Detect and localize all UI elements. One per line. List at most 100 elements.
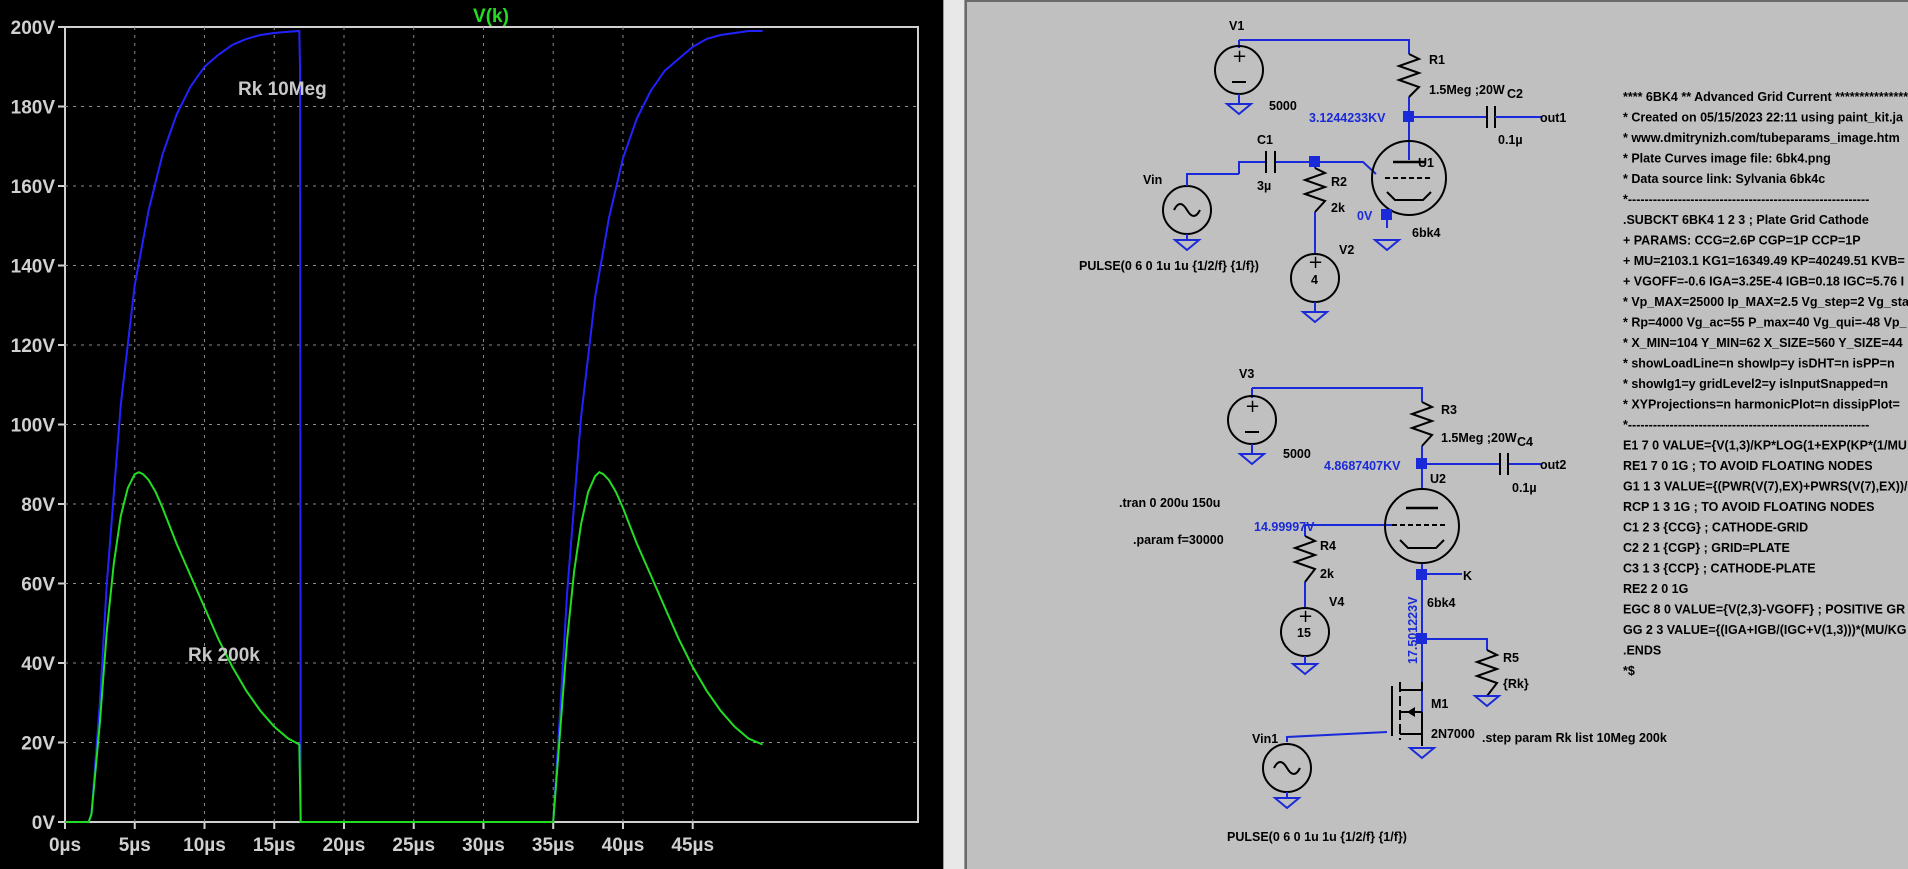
waveform-plot-pane[interactable]: 0µs 5µs 10µs 15µs 20µs 25µs 30µs 35µs 40µs 45µs 0V… [0, 0, 943, 869]
v3-ref: V3 [1239, 367, 1254, 381]
r5-resistor[interactable] [1473, 649, 1501, 697]
netlist-line: RCP 1 3 1G ; TO AVOID FLOATING NODES [1623, 500, 1874, 514]
c1-capacitor[interactable] [1265, 151, 1276, 173]
u1-tube[interactable] [1371, 140, 1447, 216]
schematic-canvas[interactable]: + V1 5000 R1 1.5Meg ;20W 3.1244233KV C2 … [967, 2, 1908, 869]
node-grid1-junction [1309, 156, 1320, 167]
c2-value: 0.1µ [1498, 133, 1523, 147]
u2-tube[interactable] [1384, 488, 1460, 564]
x-tick-label: 35µs [532, 835, 575, 856]
netlist-line: *---------------------------------------… [1623, 418, 1869, 432]
v1-ref: V1 [1229, 19, 1244, 33]
r4-value: 2k [1320, 567, 1334, 581]
r5-ground [1472, 695, 1502, 708]
svg-text:+: + [1308, 252, 1323, 273]
netlist-line: GG 2 3 VALUE={(IGA+IGB/(IGC+V(1,3)))*(MU… [1623, 623, 1907, 637]
netlist-line: * Data source link: Sylvania 6bk4c [1623, 172, 1825, 186]
netlist-line: **** 6BK4 ** Advanced Grid Current *****… [1623, 90, 1908, 104]
x-tick-label: 20µs [323, 835, 366, 856]
netlist-line: C1 2 3 {CCG} ; CATHODE-GRID [1623, 521, 1808, 535]
m1-ref: M1 [1431, 697, 1448, 711]
c1-value: 3µ [1257, 179, 1271, 193]
tick-labels: 0µs 5µs 10µs 15µs 20µs 25µs 30µs 35µs 40µs 45µs 0V… [11, 18, 714, 856]
r2-resistor[interactable] [1301, 167, 1329, 213]
param-directive[interactable]: .param f=30000 [1133, 533, 1224, 547]
netlist-line: E1 7 0 VALUE={V(1,3)/KP*LOG(1+EXP(KP*(1/… [1623, 439, 1907, 453]
netlist-line: + MU=2103.1 KG1=16349.49 KP=40249.51 KVB… [1623, 254, 1905, 268]
c2-ref: C2 [1507, 87, 1523, 101]
netlist-line: * XYProjections=n harmonicPlot=n dissipP… [1623, 398, 1900, 412]
y-tick-label: 120V [11, 336, 56, 357]
c4-capacitor[interactable] [1499, 453, 1509, 475]
svg-text:+: + [1245, 396, 1260, 417]
r3-resistor[interactable] [1408, 401, 1436, 447]
r5-ref: R5 [1503, 651, 1519, 665]
r4-resistor[interactable] [1291, 535, 1319, 583]
netlist-line: .ENDS [1623, 644, 1661, 658]
x-tick-label: 5µs [119, 835, 151, 856]
schematic-pane[interactable]: + V1 5000 R1 1.5Meg ;20W 3.1244233KV C2 … [965, 0, 1908, 869]
netlist-line: * Vp_MAX=25000 Ip_MAX=2.5 Vg_step=2 Vg_s… [1623, 295, 1908, 309]
x-tick-label: 40µs [602, 835, 645, 856]
net-out1: out1 [1540, 111, 1566, 125]
c2-capacitor[interactable] [1486, 106, 1507, 128]
vin-value: PULSE(0 6 0 1u 1u {1/2/f} {1/f}) [1079, 259, 1259, 273]
v3-value: 5000 [1283, 447, 1311, 461]
u1-cathode-ground [1372, 239, 1402, 252]
y-tick-label: 80V [21, 495, 55, 516]
r2-value: 2k [1331, 201, 1345, 215]
netlist-line: * www.dmitrynizh.com/tubeparams_image.ht… [1623, 131, 1900, 145]
c4-value: 0.1µ [1512, 481, 1537, 495]
v1-value: 5000 [1269, 99, 1297, 113]
netlist-line: C2 2 1 {CGP} ; GRID=PLATE [1623, 541, 1790, 555]
k-node-voltage: 17.501223V [1406, 596, 1420, 664]
tran-directive[interactable]: .tran 0 200u 150u [1119, 496, 1220, 510]
y-tick-label: 60V [21, 575, 55, 596]
v4-ref: V4 [1329, 595, 1344, 609]
v3-source[interactable]: + [1227, 395, 1277, 466]
net-k: K [1463, 569, 1472, 583]
r4-ref: R4 [1320, 539, 1336, 553]
y-tick-label: 200V [11, 18, 56, 39]
vin1-source[interactable] [1262, 743, 1312, 810]
r1-value: 1.5Meg ;20W [1429, 83, 1505, 97]
u2-ref: U2 [1430, 472, 1446, 486]
vin-source[interactable] [1162, 185, 1212, 252]
grid-lines [65, 27, 918, 822]
netlist-line: RE1 7 0 1G ; TO AVOID FLOATING NODES [1623, 459, 1873, 473]
netlist-line: EGC 8 0 VALUE={V(2,3)-VGOFF} ; POSITIVE … [1623, 603, 1905, 617]
netlist-line: *---------------------------------------… [1623, 193, 1869, 207]
v2-source[interactable]: + [1290, 252, 1340, 324]
waveform-plot[interactable]: 0µs 5µs 10µs 15µs 20µs 25µs 30µs 35µs 40µs 45µs 0V… [0, 0, 943, 869]
v2-value: 4 [1311, 273, 1318, 287]
v4-source[interactable]: + [1280, 606, 1330, 676]
u1-ref: U1 [1418, 156, 1434, 170]
node-k-junction [1416, 569, 1427, 580]
series-line-rk-200k[interactable] [65, 470, 763, 823]
node-r5-junction [1416, 633, 1427, 644]
series-lines [65, 29, 763, 823]
trace-title[interactable]: V(k) [473, 6, 509, 27]
netlist-line: * showIg1=y gridLevel2=y isInputSnapped=… [1623, 377, 1888, 391]
m1-value: 2N7000 [1431, 727, 1475, 741]
c1-ref: C1 [1257, 133, 1273, 147]
pane-splitter[interactable] [943, 0, 965, 869]
x-tick-label: 45µs [671, 835, 714, 856]
node-u2-plate-junction [1416, 458, 1427, 469]
x-tick-label: 10µs [183, 835, 226, 856]
v2-ref: V2 [1339, 243, 1354, 257]
m1-mosfet[interactable] [1391, 682, 1423, 746]
y-tick-label: 40V [21, 654, 55, 675]
subckt-netlist[interactable]: **** 6BK4 ** Advanced Grid Current *****… [1623, 90, 1908, 678]
u1-cathode-voltage: 0V [1357, 209, 1373, 223]
r1-resistor[interactable] [1395, 53, 1423, 98]
r5-value: {Rk} [1503, 677, 1529, 691]
y-tick-label: 180V [11, 98, 56, 119]
step-directive[interactable]: .step param Rk list 10Meg 200k [1482, 731, 1667, 745]
vin-ref: Vin [1143, 173, 1162, 187]
x-tick-label: 0µs [49, 835, 81, 856]
netlist-line: C3 1 3 {CCP} ; CATHODE-PLATE [1623, 562, 1816, 576]
v1-source[interactable]: + [1214, 45, 1264, 116]
y-tick-label: 0V [32, 813, 56, 834]
annotation-rk-200k: Rk 200k [188, 645, 260, 666]
